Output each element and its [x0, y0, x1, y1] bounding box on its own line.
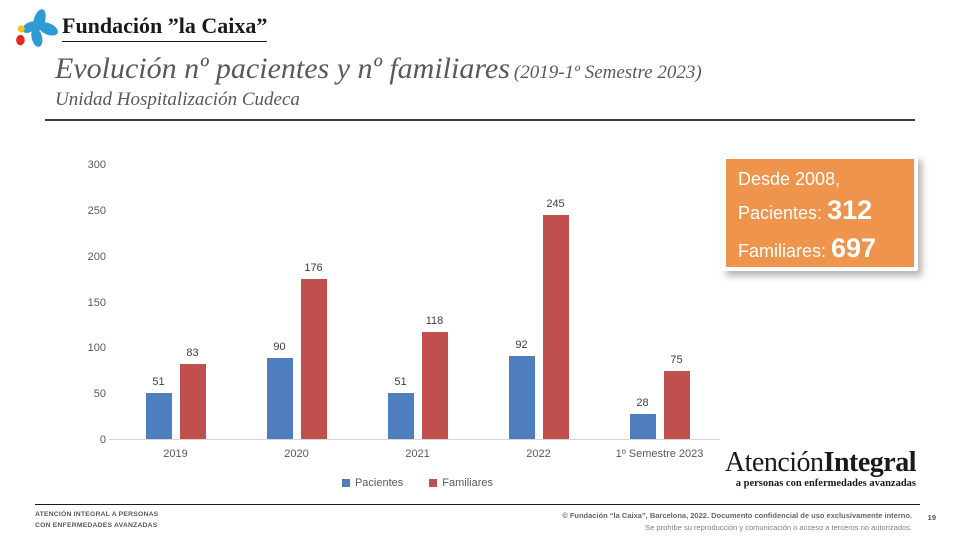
- yellow-dot-icon: [17, 25, 25, 33]
- x-axis-label: 2021: [405, 448, 430, 460]
- y-tick-label: 50: [93, 388, 106, 401]
- bar-value-label: 92: [515, 338, 528, 351]
- footer-copyright: © Fundación “la Caixa”, Barcelona, 2022.…: [562, 511, 912, 520]
- bar-group: 92 245: [478, 165, 599, 440]
- highlight-familiares-label: Familiares:: [738, 240, 827, 261]
- footer-left-line1: ATENCIÓN INTEGRAL A PERSONAS: [35, 511, 159, 518]
- x-axis-label: 2022: [526, 448, 551, 460]
- x-axis-line: [109, 439, 720, 440]
- bar-familiares: 118: [421, 315, 448, 440]
- highlight-familiares: Familiares: 697: [738, 232, 902, 266]
- legend-label: Pacientes: [354, 477, 404, 489]
- bar-group: 90 176: [236, 165, 357, 440]
- bar-value-label: 90: [273, 340, 286, 353]
- y-tick-label: 100: [87, 342, 106, 355]
- legend-swatch-icon: [341, 479, 350, 487]
- slide-title-period: (2019-1º Semestre 2023): [513, 62, 702, 83]
- bar-pacientes: 92: [508, 339, 535, 440]
- brand-logo: Fundación ”la Caixa”: [10, 2, 268, 54]
- bar-group: 28 75: [599, 165, 720, 440]
- x-axis-label: 2019: [163, 448, 188, 460]
- bar-group: 51 118: [357, 165, 478, 440]
- slide-subtitle: Unidad Hospitalización Cudeca: [55, 89, 300, 110]
- footer-left: ATENCIÓN INTEGRAL A PERSONAS CON ENFERME…: [35, 510, 158, 531]
- bar-familiares: 245: [542, 198, 569, 440]
- bar-familiares: 83: [179, 347, 206, 440]
- bar-value-label: 51: [152, 376, 165, 389]
- atencion-part: Atención: [724, 447, 824, 478]
- bar-value-label: 118: [425, 314, 444, 327]
- chart-legend: Pacientes Familiares: [115, 477, 720, 489]
- y-tick-label: 300: [87, 159, 106, 171]
- atencion-integral-tagline: a personas con enfermedades avanzadas: [735, 478, 916, 490]
- slide-title-main: Evolución nº pacientes y nº familiares: [55, 52, 510, 85]
- atencion-integral-logo: AtenciónIntegral a personas con enfermed…: [724, 447, 917, 490]
- footer-left-line2: CON ENFERMEDADES AVANZADAS: [35, 521, 158, 529]
- highlight-pacientes-value: 312: [827, 195, 873, 225]
- y-tick-label: 200: [87, 250, 106, 263]
- highlight-line1: Desde 2008,: [738, 169, 841, 189]
- bar-pacientes: 51: [145, 376, 172, 440]
- bar-pacientes: 90: [266, 341, 293, 440]
- la-caixa-star-icon: [16, 9, 58, 47]
- x-axis-label: 2020: [284, 448, 309, 460]
- y-tick-label: 0: [99, 434, 106, 446]
- bar-value-label: 83: [186, 346, 199, 359]
- slide-title: Evolución nº pacientes y nº familiares (…: [55, 52, 925, 86]
- brand-logo-text: Fundación ”la Caixa”: [62, 13, 268, 43]
- bar-familiares: 176: [300, 262, 327, 440]
- red-dot-icon: [16, 34, 25, 46]
- footer-right: © Fundación “la Caixa”, Barcelona, 2022.…: [562, 510, 912, 534]
- atencion-integral-wordmark: AtenciónIntegral: [724, 447, 917, 478]
- legend-swatch-icon: [429, 479, 438, 487]
- legend-item: Pacientes: [341, 477, 404, 489]
- page-number: 19: [927, 513, 936, 522]
- bar-pacientes: 28: [629, 397, 656, 440]
- y-axis: 0 50 100 150 200 250 300: [72, 159, 106, 446]
- title-block: Evolución nº pacientes y nº familiares (…: [55, 52, 925, 111]
- plot-area: 51 83 90 176 51 118 92 245 28 75: [109, 165, 720, 440]
- bar-familiares: 75: [663, 354, 690, 440]
- integral-part: Integral: [823, 447, 917, 478]
- bar-group: 51 83: [115, 165, 236, 440]
- footer-disclaimer: Se prohíbe su reproducción y comunicació…: [645, 523, 912, 532]
- x-axis-labels: 2019 2020 2021 2022 1º Semestre 2023: [115, 448, 720, 460]
- highlight-pacientes-label: Pacientes:: [738, 203, 823, 223]
- footer-divider: [35, 504, 920, 505]
- bar-value-label: 176: [304, 261, 323, 274]
- title-underline: [45, 119, 915, 121]
- y-tick-label: 250: [87, 204, 106, 217]
- y-tick-label: 150: [87, 296, 106, 309]
- bar-value-label: 51: [394, 376, 407, 389]
- bar-value-label: 245: [546, 198, 565, 211]
- legend-label: Familiares: [442, 477, 494, 489]
- highlight-box: Desde 2008, Pacientes: 312 Familiares: 6…: [722, 155, 918, 271]
- bar-pacientes: 51: [387, 376, 414, 440]
- bar-value-label: 28: [636, 397, 649, 410]
- bar-groups: 51 83 90 176 51 118 92 245 28 75: [115, 165, 720, 440]
- legend-item: Familiares: [429, 477, 493, 489]
- bar-value-label: 75: [670, 354, 683, 367]
- highlight-pacientes: Pacientes: 312: [738, 194, 902, 228]
- x-axis-label: 1º Semestre 2023: [615, 448, 704, 460]
- highlight-familiares-value: 697: [831, 232, 877, 263]
